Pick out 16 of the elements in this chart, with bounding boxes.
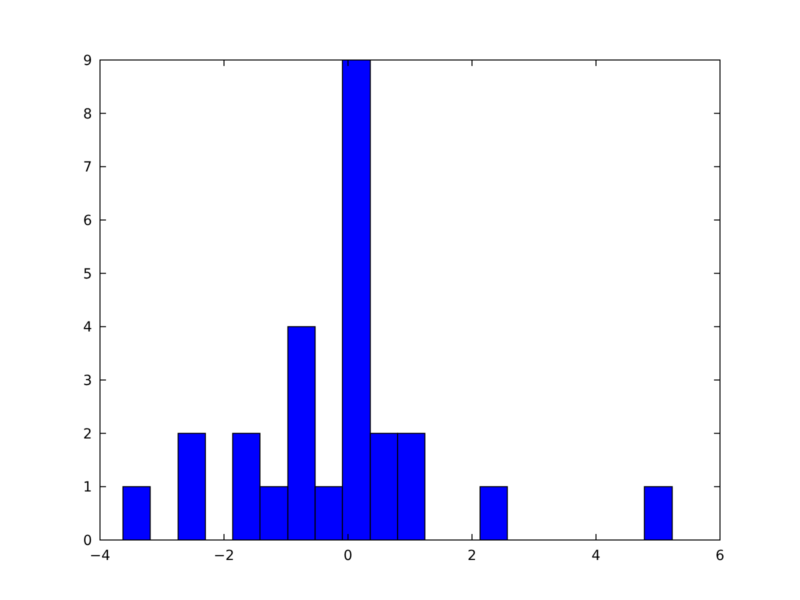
y-tick-label: 2 — [83, 426, 92, 442]
x-tick-label: 0 — [344, 548, 352, 564]
x-tick-label: 4 — [592, 548, 601, 564]
x-tick-label: −2 — [214, 548, 234, 564]
y-tick-label: 6 — [83, 213, 92, 229]
y-tick-label: 7 — [83, 160, 92, 176]
y-tick-label: 8 — [83, 106, 92, 122]
x-tick-label: 6 — [716, 548, 725, 564]
y-tick-label: 0 — [83, 533, 92, 549]
y-tick-label: 5 — [83, 266, 92, 282]
y-tick-label: 3 — [83, 373, 92, 389]
y-tick-label: 1 — [83, 480, 92, 496]
x-tick-label: −4 — [90, 548, 110, 564]
x-tick-label: 2 — [468, 548, 476, 564]
y-tick-label: 4 — [83, 320, 92, 336]
y-tick-label: 9 — [83, 53, 92, 69]
